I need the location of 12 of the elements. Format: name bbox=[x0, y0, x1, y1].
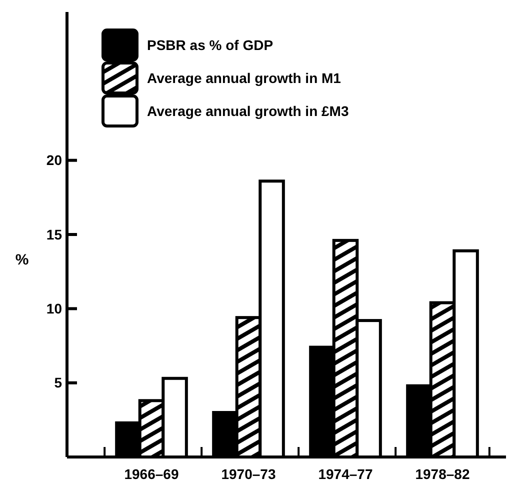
y-tick-label: 15 bbox=[46, 226, 62, 242]
y-tick-label: 5 bbox=[54, 374, 62, 391]
y-axis-title: % bbox=[15, 252, 29, 268]
x-tick-label: 1966–69 bbox=[124, 466, 179, 482]
x-tick-label: 1974–77 bbox=[318, 466, 373, 482]
x-tick-label: 1978–82 bbox=[415, 466, 470, 482]
legend-label: PSBR as % of GDP bbox=[147, 36, 274, 53]
x-tick-label: 1970–73 bbox=[221, 466, 276, 482]
legend-label: Average annual growth in £M3 bbox=[147, 102, 349, 119]
y-tick-label: 10 bbox=[46, 300, 62, 317]
legend-label: Average annual growth in M1 bbox=[147, 70, 342, 86]
y-tick-label: 20 bbox=[46, 152, 62, 168]
